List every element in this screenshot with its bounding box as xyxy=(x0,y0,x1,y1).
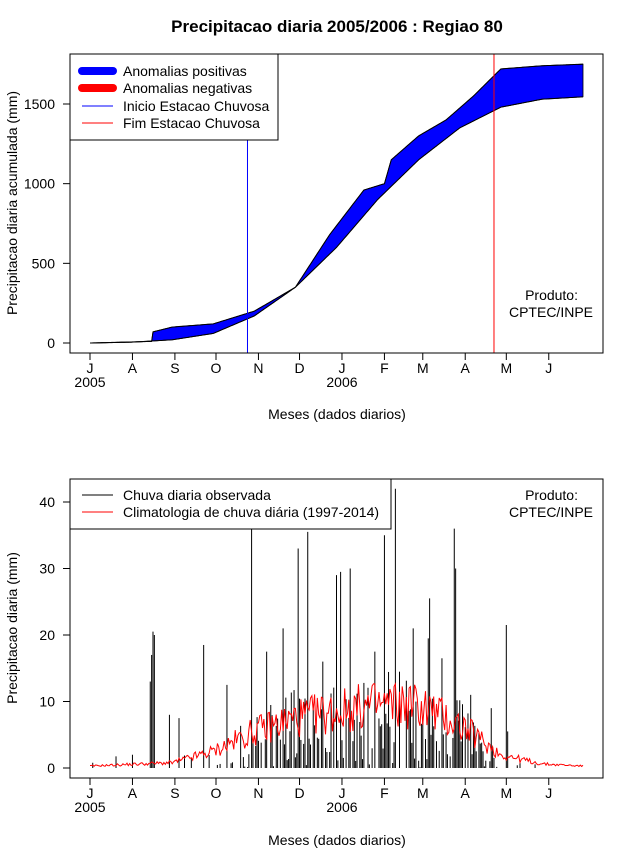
x-tick-label: N xyxy=(253,785,263,801)
x-tick-label: S xyxy=(170,785,179,801)
bottom-annotation-line2: CPTEC/INPE xyxy=(509,504,593,520)
y-tick-label: 10 xyxy=(39,694,55,710)
top-legend: Anomalias positivas Anomalias negativas … xyxy=(69,53,279,141)
top-annotation-line1: Produto: xyxy=(525,287,578,303)
x-tick-label: N xyxy=(253,360,263,376)
year-label: 2006 xyxy=(326,374,357,390)
x-tick-label: D xyxy=(294,785,304,801)
x-tick-label: D xyxy=(294,360,304,376)
x-tick-label: A xyxy=(128,785,138,801)
y-tick-label: 30 xyxy=(39,561,55,577)
year-label: 2005 xyxy=(74,799,105,815)
legend-end: Fim Estacao Chuvosa xyxy=(123,115,260,131)
x-tick-label: M xyxy=(500,785,512,801)
y-tick-label: 0 xyxy=(47,760,55,776)
top-plot-area xyxy=(89,54,584,353)
y-tick-label: 1000 xyxy=(24,176,55,192)
top-annotation-line2: CPTEC/INPE xyxy=(509,304,593,320)
observed-cumulative-line xyxy=(89,63,584,344)
x-tick-label: J xyxy=(87,360,94,376)
x-tick-label: J xyxy=(87,785,94,801)
legend-negative: Anomalias negativas xyxy=(123,80,252,96)
x-tick-label: M xyxy=(500,360,512,376)
top-y-axis-label: Precipitacao diaria acumulada (mm) xyxy=(4,91,20,315)
x-tick-label: O xyxy=(211,785,222,801)
x-tick-label: M xyxy=(417,360,429,376)
y-tick-label: 20 xyxy=(39,627,55,643)
y-tick-label: 500 xyxy=(32,255,56,271)
bottom-legend: Chuva diaria observada Climatologia de c… xyxy=(69,478,392,530)
bottom-annotation-line1: Produto: xyxy=(525,487,578,503)
y-tick-label: 1500 xyxy=(24,96,55,112)
legend-positive: Anomalias positivas xyxy=(123,63,247,79)
bottom-x-axis-label: Meses (dados diarios) xyxy=(268,832,406,848)
year-label: 2006 xyxy=(326,799,357,815)
x-tick-label: M xyxy=(417,785,429,801)
climatology-cumulative-line xyxy=(89,96,584,344)
year-label: 2005 xyxy=(74,374,105,390)
top-chart-title: Precipitacao diaria 2005/2006 : Regiao 8… xyxy=(171,17,503,36)
x-tick-label: O xyxy=(211,360,222,376)
x-tick-label: J xyxy=(338,785,345,801)
top-x-axis-label: Meses (dados diarios) xyxy=(268,406,406,422)
bottom-legend-box xyxy=(69,478,392,530)
x-tick-label: A xyxy=(461,360,471,376)
x-tick-label: A xyxy=(128,360,138,376)
x-tick-label: J xyxy=(545,360,552,376)
x-tick-label: S xyxy=(170,360,179,376)
bottom-y-axis-label: Precipitacao diaria (mm) xyxy=(4,552,20,704)
x-tick-label: J xyxy=(545,785,552,801)
x-tick-label: F xyxy=(380,360,389,376)
x-tick-label: F xyxy=(380,785,389,801)
legend-observed: Chuva diaria observada xyxy=(123,487,271,503)
y-tick-label: 40 xyxy=(39,494,55,510)
bottom-plot-area xyxy=(90,488,584,768)
x-tick-label: J xyxy=(338,360,345,376)
legend-climatology: Climatologia de chuva diária (1997-2014) xyxy=(123,504,379,520)
y-tick-label: 0 xyxy=(47,335,55,351)
legend-start: Inicio Estacao Chuvosa xyxy=(123,98,270,114)
x-tick-label: A xyxy=(461,785,471,801)
climatology-daily-line xyxy=(90,681,584,768)
